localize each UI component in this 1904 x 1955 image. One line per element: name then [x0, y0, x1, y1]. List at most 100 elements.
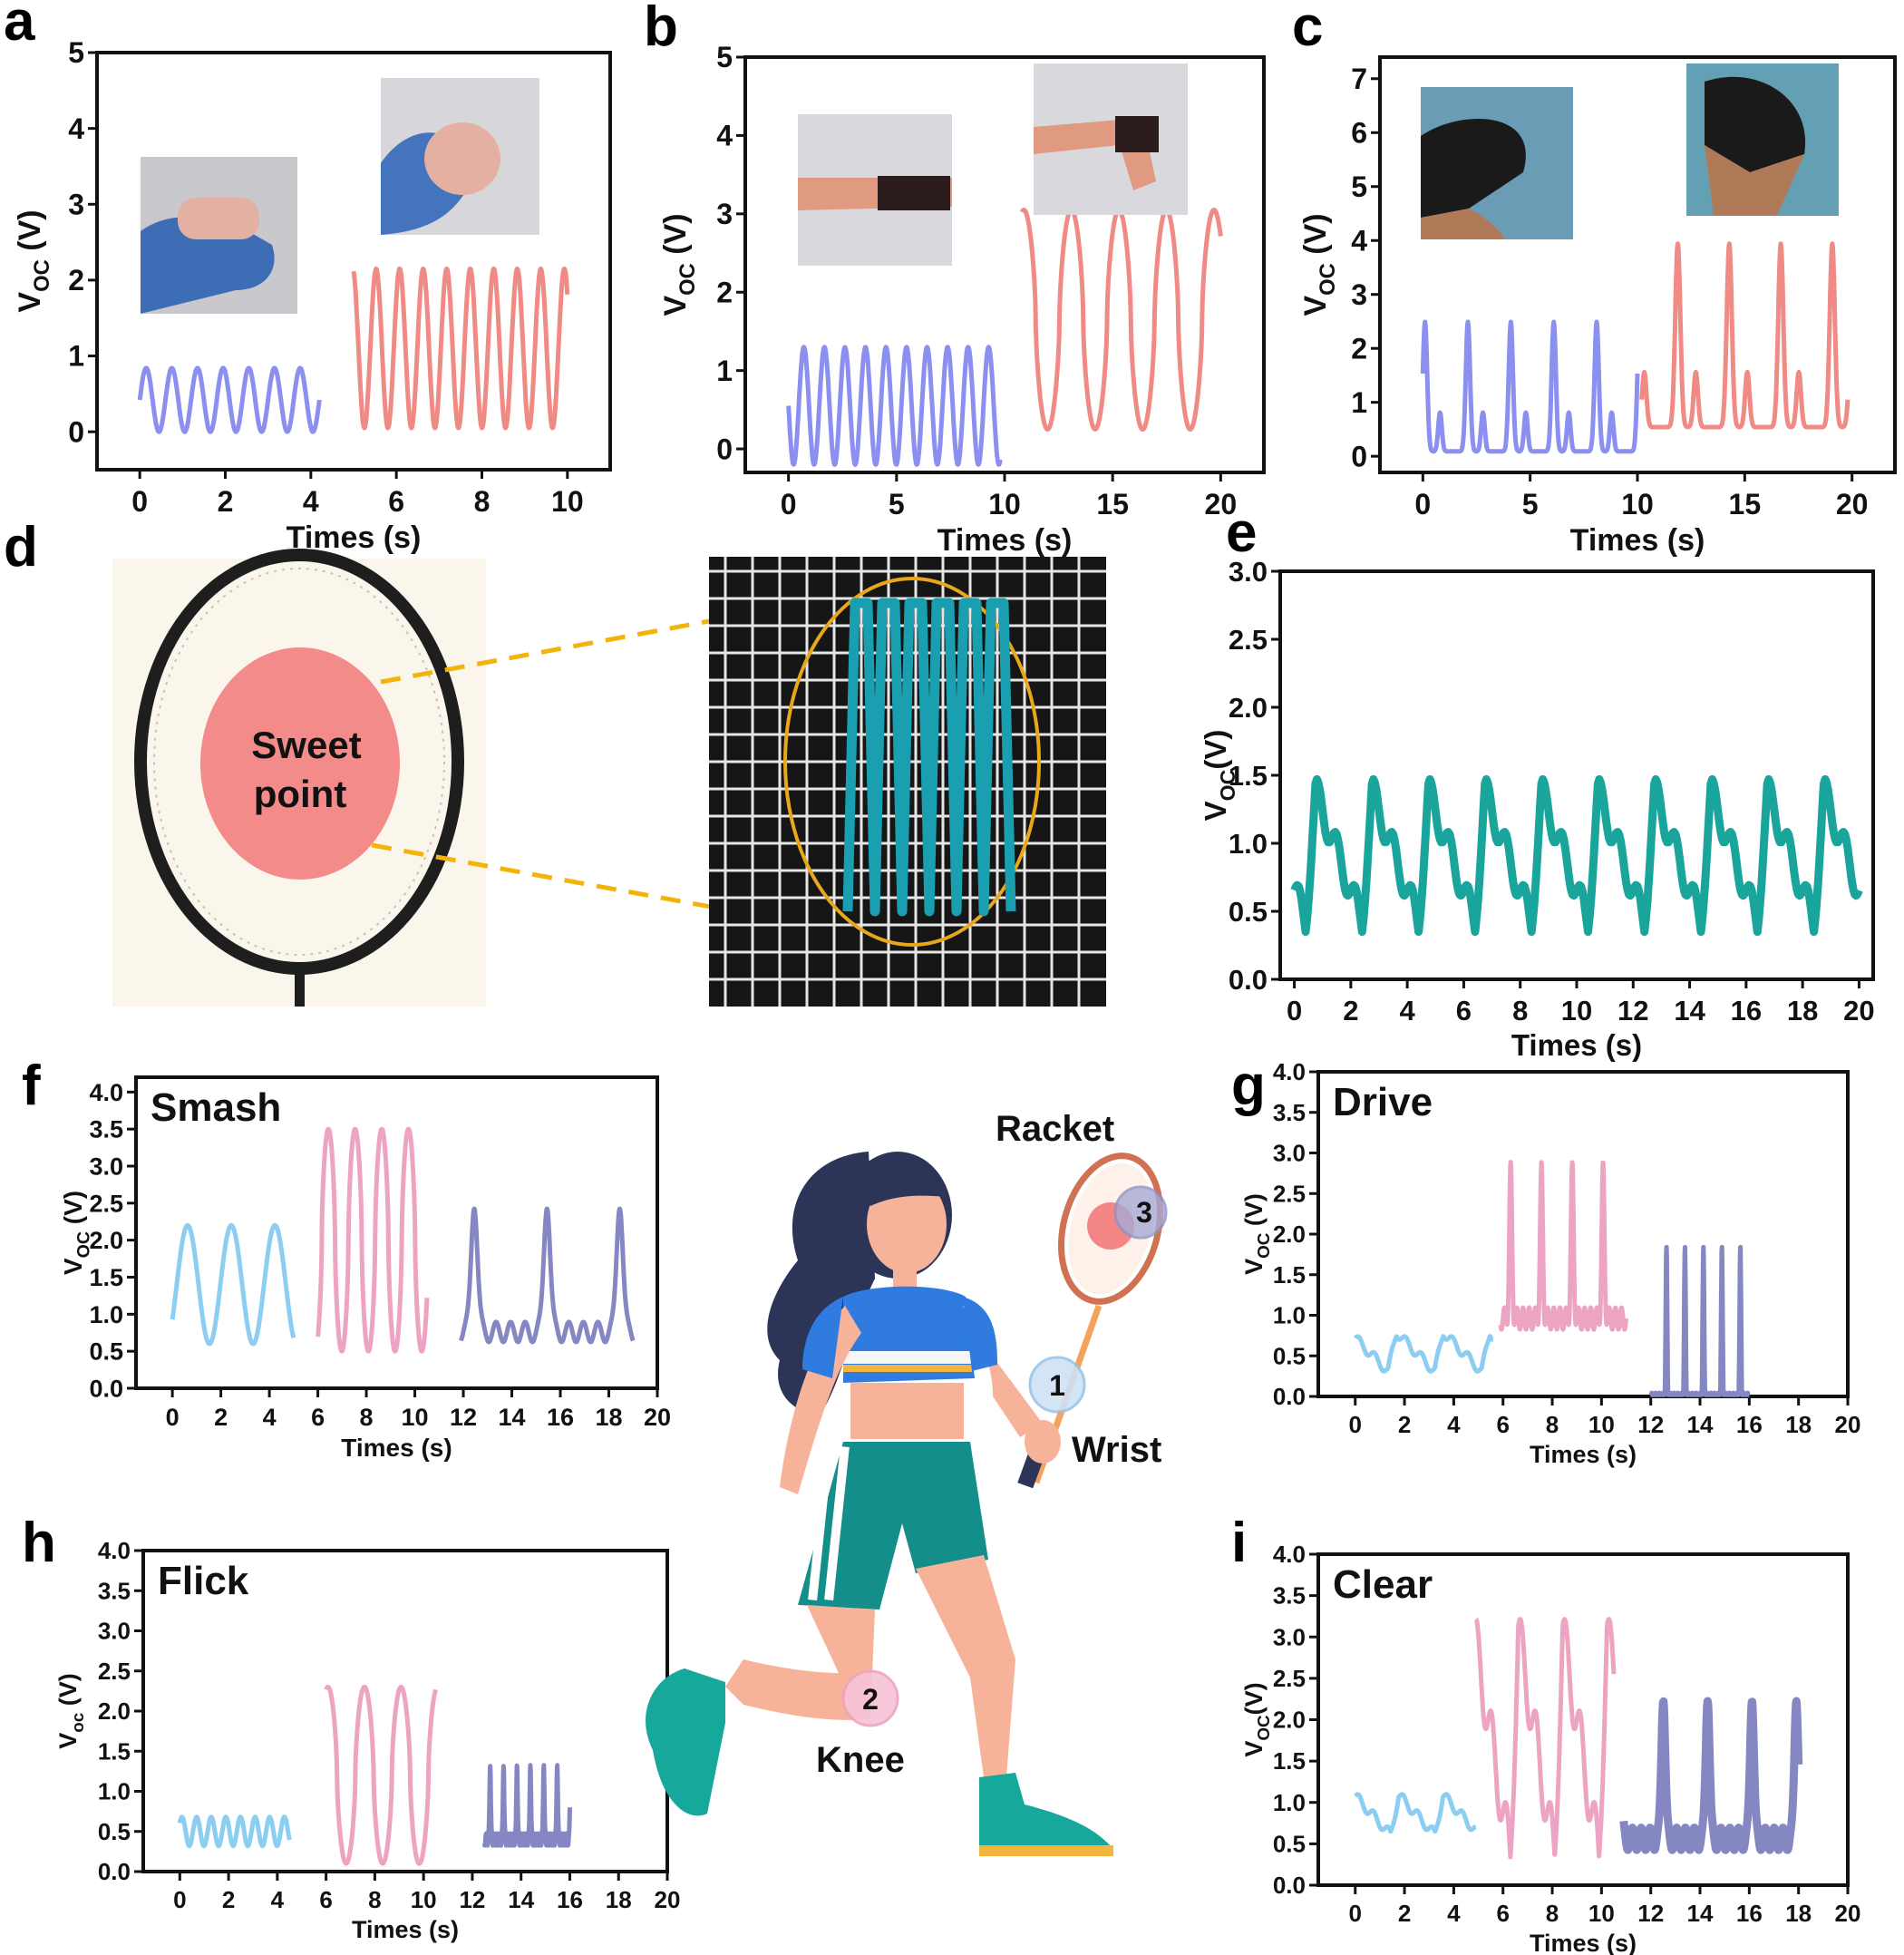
x-tick-label: 8: [1546, 1900, 1559, 1927]
series-line-g-0: [1353, 1334, 1495, 1374]
x-axis-label: Times (s): [341, 1434, 452, 1462]
y-axis-label-main: V: [1199, 801, 1232, 821]
y-axis-label-main: V: [1298, 296, 1333, 316]
series-line-h-1: [324, 1685, 438, 1866]
x-tick-label: 14: [1674, 995, 1705, 1026]
y-tick-label: 2: [716, 276, 733, 308]
y-tick-label: 2.0: [89, 1227, 123, 1254]
y-tick-label: 0.0: [98, 1858, 131, 1885]
wrist-bend-photo-straight: [798, 114, 952, 266]
x-axis-label: Times (s): [352, 1916, 459, 1943]
y-tick-label: 1: [1351, 386, 1367, 419]
x-tick-label: 0: [1414, 488, 1431, 520]
y-tick-label: 2.5: [98, 1658, 131, 1685]
y-tick-label: 3.5: [98, 1577, 131, 1604]
x-tick-label: 2: [1343, 995, 1358, 1026]
knee-bend-photo-bent: [1686, 63, 1839, 216]
y-tick-label: 0.0: [1273, 1872, 1306, 1899]
y-tick-label: 2.0: [1273, 1707, 1306, 1734]
y-axis-label-unit: (V): [658, 213, 693, 263]
x-tick-label: 16: [1731, 995, 1762, 1026]
chart-title-i: Clear: [1333, 1562, 1433, 1607]
x-tick-label: 0: [1349, 1411, 1362, 1438]
y-axis-label-sub: OC: [30, 259, 54, 292]
x-tick-label: 10: [1621, 488, 1654, 520]
y-axis-label-unit: (V): [59, 1191, 87, 1231]
y-axis-label-sub: OC: [73, 1231, 93, 1258]
series-line-f-1: [316, 1126, 430, 1354]
x-tick-label: 4: [1447, 1411, 1461, 1438]
series-line-b-0: [786, 345, 1003, 467]
x-tick-label: 20: [655, 1886, 681, 1913]
marker-2-label: 2: [862, 1683, 879, 1716]
finger-bend-photo-bent: [381, 78, 539, 235]
series-line-i-1: [1473, 1617, 1617, 1860]
series-line-h-2: [481, 1763, 572, 1848]
panel-letter-g: g: [1231, 1055, 1266, 1117]
y-axis-label-sub: OC: [675, 263, 700, 296]
y-axis-label-unit: (V): [54, 1673, 82, 1713]
y-tick-label: 1.5: [98, 1737, 131, 1765]
y-axis-label: VOC (V): [1240, 1193, 1274, 1275]
x-tick-label: 6: [319, 1886, 332, 1913]
x-tick-label: 2: [214, 1404, 228, 1431]
y-tick-label: 1.5: [1273, 1747, 1306, 1775]
series-line-g-1: [1498, 1160, 1628, 1332]
x-axis-label: Times (s): [1511, 1028, 1642, 1062]
series-line-b-1: [1019, 208, 1223, 432]
panel-d: d Sweet point: [4, 516, 1106, 1007]
marker-1-circle: [1028, 1356, 1086, 1414]
y-tick-label: 3: [716, 198, 733, 230]
x-tick-label: 6: [388, 485, 404, 518]
x-tick-label: 18: [606, 1886, 632, 1913]
x-tick-label: 2: [1398, 1411, 1411, 1438]
x-tick-label: 12: [1637, 1900, 1664, 1927]
y-tick-label: 3.5: [1273, 1099, 1306, 1126]
panel-letter-i: i: [1231, 1512, 1247, 1574]
y-tick-label: 5: [68, 36, 84, 69]
series-line-f-0: [170, 1222, 296, 1347]
knee-label: Knee: [816, 1740, 905, 1780]
x-tick-label: 18: [595, 1404, 622, 1431]
y-tick-label: 4.0: [1273, 1058, 1306, 1085]
finger-bend-photo-straight: [141, 157, 297, 314]
x-tick-label: 2: [1398, 1900, 1411, 1927]
y-tick-label: 1.0: [89, 1301, 123, 1328]
y-axis-label: VOC (V): [13, 209, 54, 312]
chart-title-g: Drive: [1333, 1080, 1433, 1124]
racket-sensor-photo: [709, 557, 1106, 1007]
y-tick-label: 0.5: [89, 1338, 123, 1366]
x-tick-label: 10: [551, 485, 584, 518]
chart-panel-g: g 0 2 4 6 8 10 12 14 16 18 20 0.0 0.5 1.0 1.5 2.0 2.5 3.0 3…: [1231, 1055, 1860, 1468]
chart-panel-f: f 0 2 4 6 8 10 12 14 16 18 20 0.0 0.5 1.0 1.5 2.0 2.5 3.0 3…: [22, 1055, 671, 1462]
series-line-e-0: [1290, 774, 1863, 937]
y-tick-label: 1.5: [1229, 760, 1268, 792]
x-tick-label: 8: [360, 1404, 374, 1431]
y-axis-label-sub: oc: [69, 1713, 88, 1733]
y-tick-label: 0: [716, 433, 733, 465]
x-tick-label: 4: [263, 1404, 277, 1431]
badminton-player-illustration: [646, 1152, 1164, 1856]
panel-letter-b: b: [644, 0, 678, 58]
x-axis-label: Times (s): [1570, 523, 1705, 558]
y-axis-label-main: V: [59, 1258, 87, 1275]
y-tick-label: 3.0: [1273, 1140, 1306, 1167]
x-tick-label: 12: [459, 1886, 485, 1913]
x-tick-label: 14: [508, 1886, 534, 1913]
x-tick-label: 6: [311, 1404, 325, 1431]
x-tick-label: 18: [1785, 1411, 1812, 1438]
plot-frame-a: [95, 51, 612, 472]
sweet-label-line1: Sweet: [251, 724, 361, 766]
series-line-g-2: [1648, 1244, 1752, 1397]
x-tick-label: 6: [1496, 1900, 1509, 1927]
y-axis-label: VOC (V): [1298, 213, 1340, 316]
y-tick-label: 3.0: [1273, 1623, 1306, 1650]
x-tick-label: 8: [368, 1886, 381, 1913]
y-tick-label: 2: [1351, 332, 1367, 365]
x-tick-label: 14: [1687, 1900, 1714, 1927]
x-tick-label: 10: [1588, 1411, 1615, 1438]
x-tick-label: 20: [1835, 1900, 1861, 1927]
y-tick-label: 1.0: [1229, 828, 1268, 860]
panel-letter-d: d: [4, 516, 38, 579]
